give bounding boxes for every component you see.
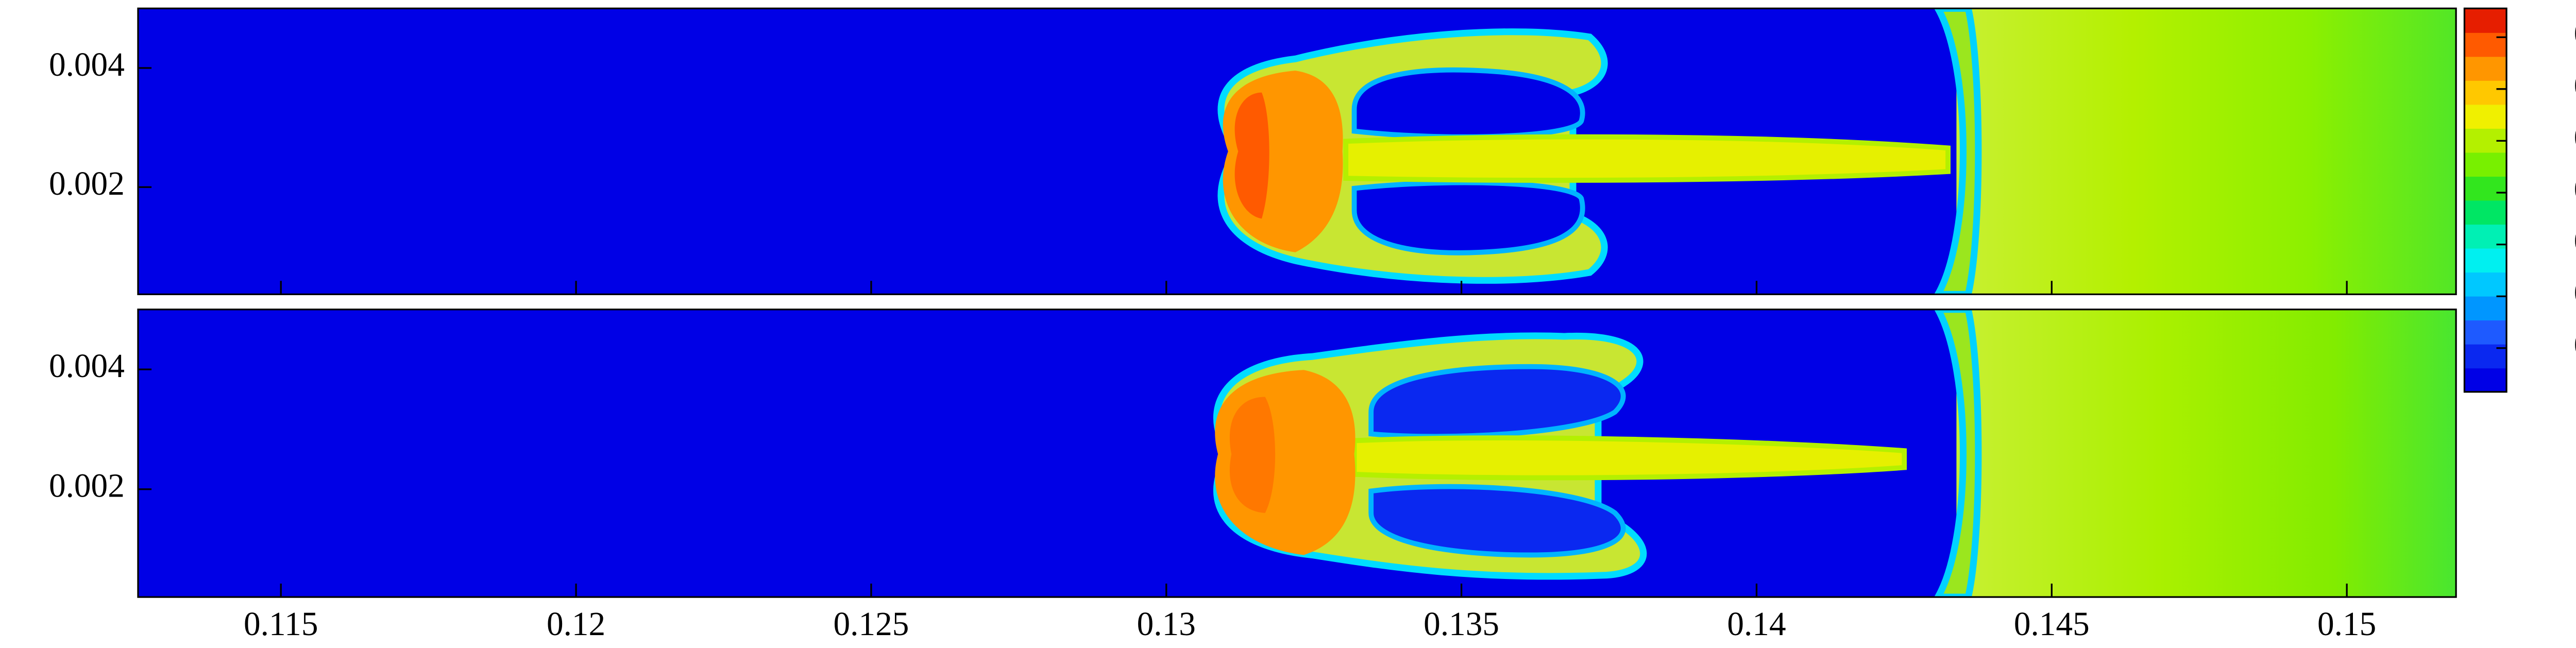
colorbar-tick-label: 0.02 <box>2574 119 2576 156</box>
field-top <box>138 8 2456 295</box>
field-bottom <box>138 309 2456 598</box>
x-tick-label: 0.115 <box>244 606 318 643</box>
colorbar-band <box>2464 152 2507 177</box>
colorbar-tick-label: 0.03 <box>2574 67 2576 105</box>
y-tick-label: 0.004 <box>49 348 125 385</box>
colorbar-band <box>2464 80 2507 105</box>
y-tick-label: 0.002 <box>49 165 125 202</box>
colorbar-tick-label: 0.02 <box>2574 171 2576 208</box>
x-tick-label: 0.12 <box>547 606 605 643</box>
colorbar-tick-label: 0.03 <box>2574 15 2576 53</box>
colorbar-band <box>2464 104 2507 129</box>
colorbar-band <box>2464 296 2507 321</box>
colorbar-frame <box>2463 7 2507 393</box>
frame-bottom <box>137 309 2457 598</box>
colorbar-band <box>2464 56 2507 81</box>
y-tick-label: 0.004 <box>49 46 125 83</box>
colorbar-tick-label: 0.01 <box>2574 327 2576 364</box>
colorbar-band <box>2464 320 2507 345</box>
colorbar-band <box>2464 8 2507 33</box>
colorbar-band <box>2464 272 2507 297</box>
colorbar-band <box>2464 248 2507 273</box>
frame-top <box>137 7 2457 296</box>
x-tick-label: 0.125 <box>833 606 909 643</box>
x-tick-label: 0.145 <box>2014 606 2090 643</box>
colorbar-tick-label: 0.01 <box>2574 275 2576 312</box>
y-tick-label: 0.002 <box>49 468 125 505</box>
x-tick-label: 0.15 <box>2317 606 2376 643</box>
x-tick-label: 0.13 <box>1137 606 1196 643</box>
colorbar-band <box>2464 368 2507 393</box>
colorbar-band <box>2464 200 2507 225</box>
colorbar-band <box>2464 176 2507 201</box>
colorbar-band <box>2464 32 2507 57</box>
x-tick-label: 0.135 <box>1423 606 1499 643</box>
x-tick-label: 0.14 <box>1727 606 1786 643</box>
colorbar-tick-label: 0.01 <box>2574 223 2576 260</box>
